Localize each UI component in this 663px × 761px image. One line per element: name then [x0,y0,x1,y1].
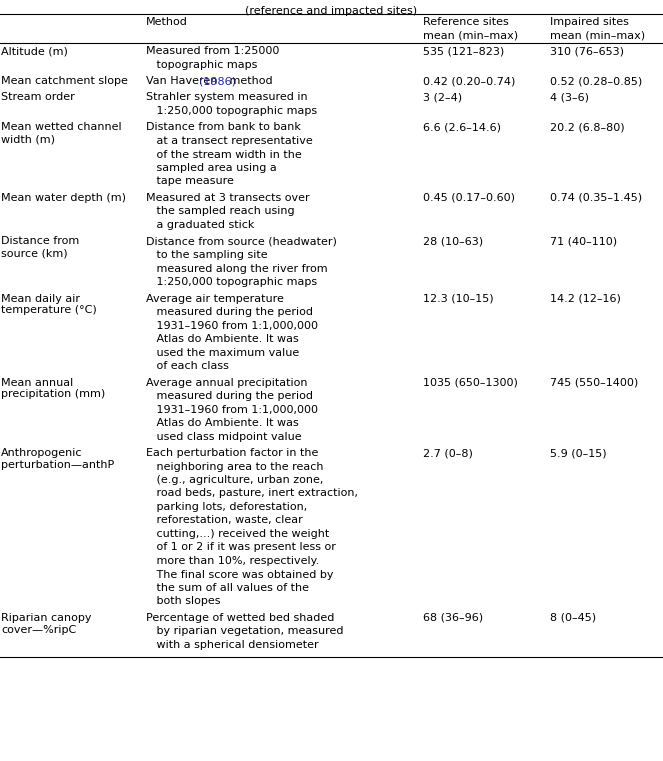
Text: Mean daily air
temperature (°C): Mean daily air temperature (°C) [1,294,97,315]
Text: 12.3 (10–15): 12.3 (10–15) [423,294,494,304]
Text: Altitude (m): Altitude (m) [1,46,68,56]
Text: (1986): (1986) [200,76,236,86]
Text: Distance from
source (km): Distance from source (km) [1,237,80,258]
Text: Each perturbation factor in the: Each perturbation factor in the [146,448,318,458]
Text: Atlas do Ambiente. It was: Atlas do Ambiente. It was [146,334,298,344]
Text: (e.g., agriculture, urban zone,: (e.g., agriculture, urban zone, [146,475,324,485]
Text: 14.2 (12–16): 14.2 (12–16) [550,294,621,304]
Text: Mean annual
precipitation (mm): Mean annual precipitation (mm) [1,377,105,399]
Text: Reference sites: Reference sites [423,17,509,27]
Text: Riparian canopy
cover—%ripC: Riparian canopy cover—%ripC [1,613,92,635]
Text: Average air temperature: Average air temperature [146,294,284,304]
Text: a graduated stick: a graduated stick [146,220,254,230]
Text: of 1 or 2 if it was present less or: of 1 or 2 if it was present less or [146,543,335,552]
Text: 5.9 (0–15): 5.9 (0–15) [550,448,607,458]
Text: 2.7 (0–8): 2.7 (0–8) [423,448,473,458]
Text: of the stream width in the: of the stream width in the [146,149,302,160]
Text: 0.42 (0.20–0.74): 0.42 (0.20–0.74) [423,76,515,86]
Text: Anthropogenic
perturbation—anthP: Anthropogenic perturbation—anthP [1,448,115,470]
Text: The final score was obtained by: The final score was obtained by [146,569,333,579]
Text: 535 (121–823): 535 (121–823) [423,46,505,56]
Text: 8 (0–45): 8 (0–45) [550,613,597,623]
Text: Average annual precipitation: Average annual precipitation [146,377,308,387]
Text: Distance from source (headwater): Distance from source (headwater) [146,237,337,247]
Text: Mean water depth (m): Mean water depth (m) [1,193,127,203]
Text: Van Haveren: Van Haveren [146,76,221,86]
Text: Measured at 3 transects over: Measured at 3 transects over [146,193,310,203]
Text: neighboring area to the reach: neighboring area to the reach [146,461,324,472]
Text: more than 10%, respectively.: more than 10%, respectively. [146,556,319,566]
Text: at a transect representative: at a transect representative [146,136,313,146]
Text: 1931–1960 from 1:1,000,000: 1931–1960 from 1:1,000,000 [146,405,318,415]
Text: 20.2 (6.8–80): 20.2 (6.8–80) [550,123,625,132]
Text: method: method [226,76,272,86]
Text: mean (min–max): mean (min–max) [423,30,518,40]
Text: 3 (2–4): 3 (2–4) [423,93,462,103]
Text: reforestation, waste, clear: reforestation, waste, clear [146,515,302,526]
Text: Distance from bank to bank: Distance from bank to bank [146,123,301,132]
Text: 1:250,000 topographic maps: 1:250,000 topographic maps [146,106,317,116]
Text: Stream order: Stream order [1,93,75,103]
Text: Atlas do Ambiente. It was: Atlas do Ambiente. It was [146,418,298,428]
Text: used the maximum value: used the maximum value [146,348,299,358]
Text: topographic maps: topographic maps [146,59,257,69]
Text: Mean wetted channel
width (m): Mean wetted channel width (m) [1,123,122,144]
Text: Percentage of wetted bed shaded: Percentage of wetted bed shaded [146,613,334,623]
Text: 28 (10–63): 28 (10–63) [423,237,483,247]
Text: 0.52 (0.28–0.85): 0.52 (0.28–0.85) [550,76,642,86]
Text: 68 (36–96): 68 (36–96) [423,613,483,623]
Text: parking lots, deforestation,: parking lots, deforestation, [146,502,307,512]
Text: road beds, pasture, inert extraction,: road beds, pasture, inert extraction, [146,489,358,498]
Text: by riparian vegetation, measured: by riparian vegetation, measured [146,626,343,636]
Text: measured along the river from: measured along the river from [146,263,328,273]
Text: 71 (40–110): 71 (40–110) [550,237,617,247]
Text: 1:250,000 topographic maps: 1:250,000 topographic maps [146,277,317,287]
Text: the sampled reach using: the sampled reach using [146,206,294,216]
Text: used class midpoint value: used class midpoint value [146,431,302,441]
Text: both slopes: both slopes [146,597,220,607]
Text: 1035 (650–1300): 1035 (650–1300) [423,377,518,387]
Text: 6.6 (2.6–14.6): 6.6 (2.6–14.6) [423,123,501,132]
Text: 0.74 (0.35–1.45): 0.74 (0.35–1.45) [550,193,642,203]
Text: Impaired sites: Impaired sites [550,17,629,27]
Text: measured during the period: measured during the period [146,307,313,317]
Text: 745 (550–1400): 745 (550–1400) [550,377,638,387]
Text: measured during the period: measured during the period [146,391,313,401]
Text: 4 (3–6): 4 (3–6) [550,93,589,103]
Text: 310 (76–653): 310 (76–653) [550,46,625,56]
Text: Method: Method [146,17,188,27]
Text: with a spherical densiometer: with a spherical densiometer [146,640,318,650]
Text: sampled area using a: sampled area using a [146,163,276,173]
Text: 0.45 (0.17–0.60): 0.45 (0.17–0.60) [423,193,515,203]
Text: Strahler system measured in: Strahler system measured in [146,93,308,103]
Text: to the sampling site: to the sampling site [146,250,267,260]
Text: (reference and impacted sites): (reference and impacted sites) [245,6,418,16]
Text: Measured from 1:25000: Measured from 1:25000 [146,46,279,56]
Text: cutting,...) received the weight: cutting,...) received the weight [146,529,329,539]
Text: tape measure: tape measure [146,177,234,186]
Text: Mean catchment slope: Mean catchment slope [1,76,128,86]
Text: 1931–1960 from 1:1,000,000: 1931–1960 from 1:1,000,000 [146,320,318,330]
Text: the sum of all values of the: the sum of all values of the [146,583,309,593]
Text: of each class: of each class [146,361,229,371]
Text: mean (min–max): mean (min–max) [550,30,645,40]
